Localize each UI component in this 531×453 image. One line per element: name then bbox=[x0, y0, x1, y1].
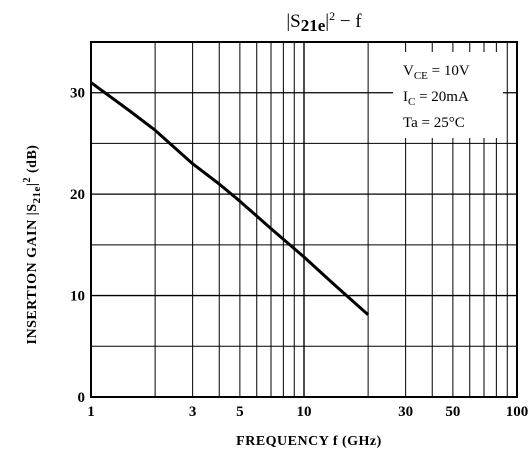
x-tick-label: 30 bbox=[398, 404, 413, 420]
y-axis-label: INSERTION GAIN |S21e|2 (dB) bbox=[22, 145, 43, 345]
conditions-box-background bbox=[393, 52, 503, 138]
chart-title: |S21e|2 − f bbox=[286, 9, 362, 35]
x-tick-label: 100 bbox=[506, 404, 529, 420]
x-axis-label: FREQUENCY f (GHz) bbox=[236, 434, 382, 449]
condition-ta: Ta = 25°C bbox=[403, 115, 465, 131]
condition-vce: VCE = 10V bbox=[403, 63, 470, 82]
series-layer bbox=[90, 81, 370, 316]
x-tick-label: 5 bbox=[236, 404, 244, 420]
x-tick-labels: 1 3 5 10 30 50 100 bbox=[87, 404, 528, 420]
y-tick-label: 0 bbox=[78, 390, 86, 406]
conditions-box: VCE = 10V IC = 20mA Ta = 25°C bbox=[393, 52, 503, 138]
x-tick-label: 3 bbox=[189, 404, 197, 420]
x-tick-label: 50 bbox=[445, 404, 460, 420]
x-tick-label: 10 bbox=[297, 404, 312, 420]
series-line bbox=[90, 81, 370, 316]
y-tick-label: 20 bbox=[70, 187, 85, 203]
plot-frame bbox=[90, 41, 518, 398]
y-tick-label: 30 bbox=[70, 86, 85, 102]
condition-ic: IC = 20mA bbox=[403, 89, 469, 108]
y-tick-label: 10 bbox=[70, 289, 85, 305]
x-tick-label: 1 bbox=[87, 404, 95, 420]
y-tick-labels: 0 10 20 30 bbox=[70, 86, 85, 406]
